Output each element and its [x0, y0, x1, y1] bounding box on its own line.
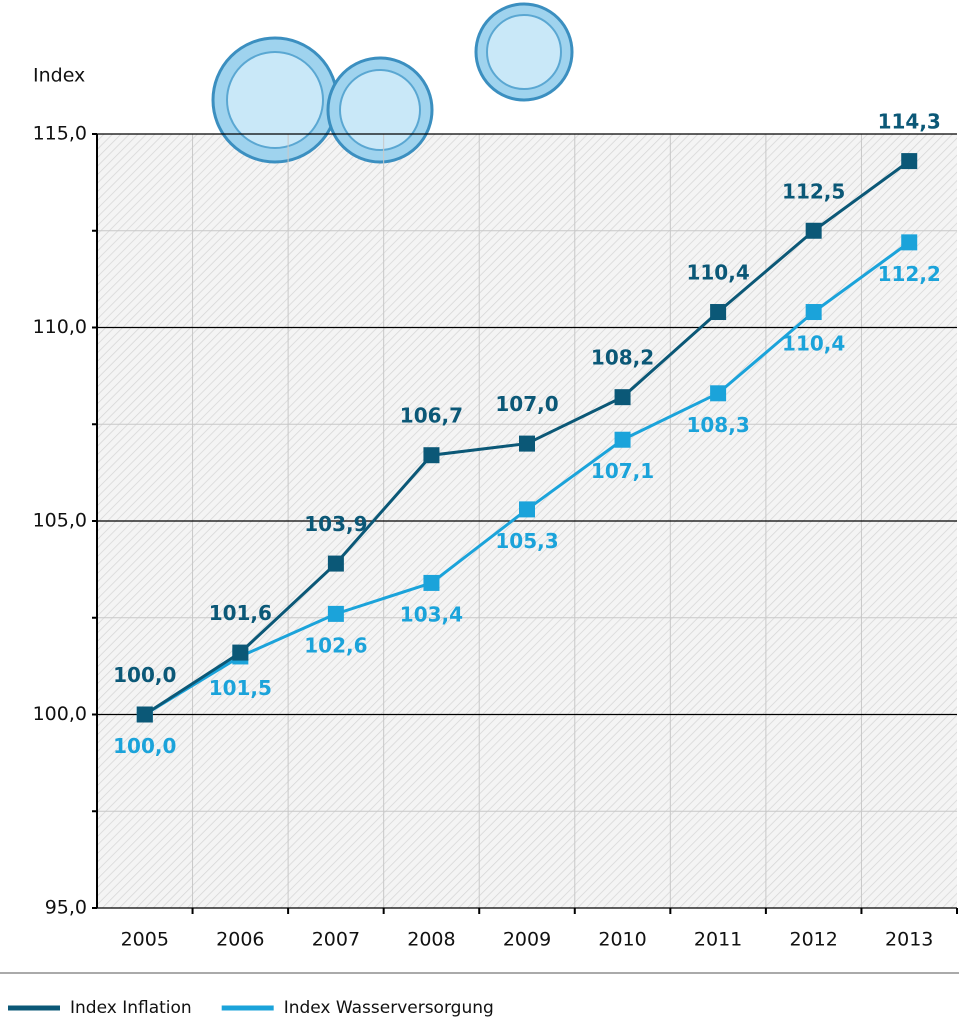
value-label: 106,7 [400, 404, 463, 428]
x-tick-label: 2013 [885, 929, 933, 951]
x-tick-label: 2006 [216, 929, 264, 951]
value-label: 114,3 [878, 110, 941, 134]
value-label: 112,2 [878, 262, 941, 286]
value-label: 103,9 [304, 512, 367, 536]
value-label: 107,0 [495, 392, 558, 416]
value-label: 110,4 [782, 332, 845, 356]
x-tick-label: 2005 [121, 929, 169, 951]
legend-label: Index Inflation [70, 998, 192, 1018]
x-tick-label: 2012 [789, 929, 837, 951]
value-label: 100,0 [113, 663, 176, 687]
marker [805, 304, 822, 321]
value-label: 102,6 [304, 633, 367, 657]
value-label: 105,3 [495, 529, 558, 553]
y-tick-label: 115,0 [33, 123, 87, 145]
marker [614, 431, 631, 448]
value-label: 107,1 [591, 459, 654, 483]
marker [901, 234, 918, 251]
legend-label: Index Wasserversorgung [284, 998, 494, 1018]
y-tick-label: 95,0 [45, 897, 87, 919]
y-tick-label: 100,0 [33, 703, 87, 725]
y-axis-label: Index [33, 65, 85, 87]
marker [710, 304, 727, 321]
marker [901, 153, 918, 170]
marker [519, 501, 535, 518]
x-tick-label: 2009 [503, 929, 551, 951]
value-label: 112,5 [782, 179, 845, 203]
x-tick-label: 2011 [694, 929, 742, 951]
value-label: 101,5 [209, 676, 272, 700]
value-label: 103,4 [400, 602, 463, 626]
value-label: 101,6 [209, 601, 272, 625]
marker [136, 706, 153, 723]
marker [327, 555, 344, 572]
value-label: 108,2 [591, 346, 654, 370]
marker [423, 447, 440, 464]
value-label: 110,4 [686, 261, 749, 285]
value-label: 108,3 [686, 413, 749, 437]
marker [232, 644, 249, 661]
value-label: 100,0 [113, 734, 176, 758]
x-tick-label: 2010 [598, 929, 646, 951]
marker [805, 222, 822, 239]
y-tick-label: 110,0 [33, 316, 87, 338]
marker [519, 435, 535, 452]
marker [710, 385, 727, 402]
coins [211, 2, 574, 164]
x-tick-label: 2008 [407, 929, 455, 951]
marker [614, 389, 631, 406]
marker [423, 574, 440, 591]
x-tick-label: 2007 [312, 929, 360, 951]
y-tick-label: 105,0 [33, 510, 87, 532]
marker [327, 605, 344, 622]
